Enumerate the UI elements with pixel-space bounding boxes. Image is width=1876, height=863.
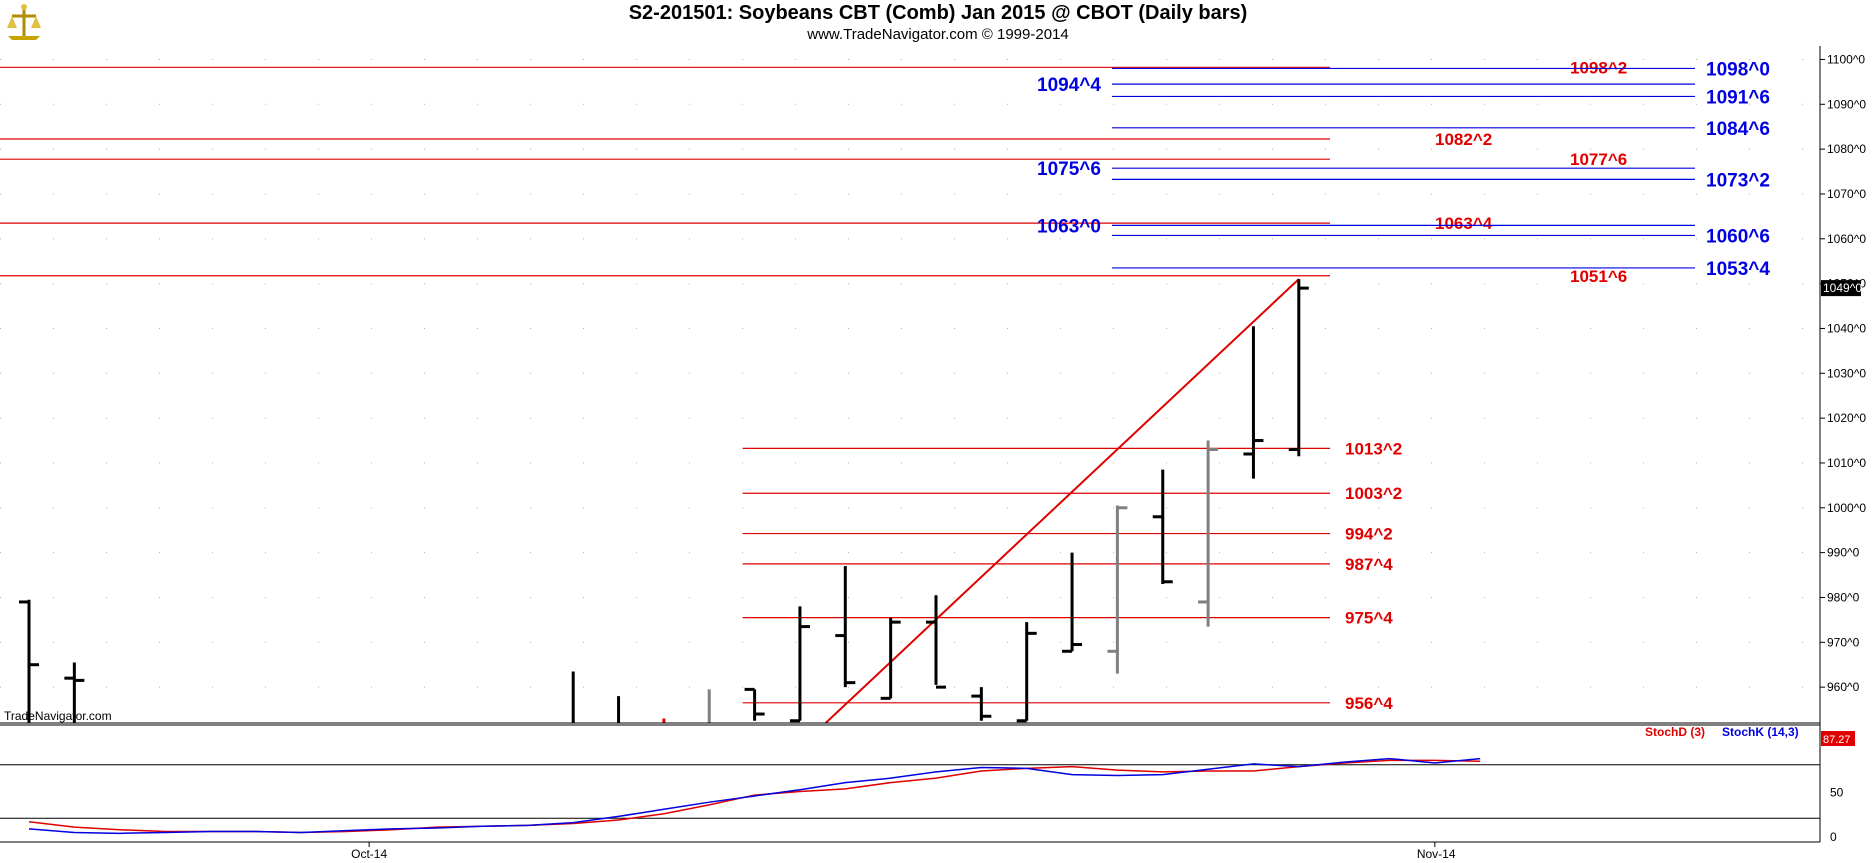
y-tick-label: 1040^0 [1827,321,1866,335]
price-panel: 1098^2 1082^2 1077^6 1063^4 1051^6 1013^2 1003… [0,58,1820,723]
red-level-label: 1003^2 [1345,484,1402,503]
blue-level-label: 1094^4 [1037,75,1101,96]
last-price-tag [1821,280,1861,297]
blue-level-label: 1091^6 [1706,87,1770,108]
chart-subtitle: www.TradeNavigator.com © 1999-2014 [807,26,1069,43]
stoch-series-line [28,757,1481,835]
red-level-label: 956^4 [1345,694,1393,713]
y-tick-label: 1090^0 [1827,97,1866,111]
y-tick-label: 1010^0 [1827,456,1866,470]
stoch-y-tick-label: 50 [1830,786,1844,800]
y-tick-label: 990^0 [1827,546,1860,560]
red-level-label: 987^4 [1345,555,1393,574]
blue-level-label: 1053^4 [1706,259,1770,280]
red-level-label: 1013^2 [1345,439,1402,458]
stoch-y-tick-label: 0 [1830,830,1837,844]
trade-navigator-logo-icon [7,4,41,40]
blue-level-label: 1060^6 [1706,226,1770,247]
y-tick-label: 1020^0 [1827,411,1866,425]
y-tick-label: 1030^0 [1827,366,1866,380]
watermark-text: TradeNavigator.com [4,709,112,723]
stoch-last-value: 87.27 [1823,734,1851,746]
chart-title: S2-201501: Soybeans CBT (Comb) Jan 2015 … [628,2,1248,24]
y-tick-label: 970^0 [1827,635,1860,649]
red-level-label: 994^2 [1345,525,1393,544]
red-level-label: 1098^2 [1570,58,1627,77]
blue-level-label: 1063^0 [1037,216,1101,237]
stochastic-panel: StochD (3) StochK (14,3) [0,725,1820,835]
red-level-label: 1051^6 [1570,267,1627,286]
x-tick-label: Nov-14 [1417,847,1456,861]
red-level-label: 1077^6 [1570,150,1627,169]
blue-level-label: 1073^2 [1706,170,1770,191]
red-level-label: 1082^2 [1435,130,1492,149]
axes-layer: 960^0 970^0 980^0 990^0 1000^0 1010^0 1020^0 10… [0,46,1866,861]
y-tick-label: 1080^0 [1827,142,1866,156]
y-tick-label: 960^0 [1827,680,1860,694]
red-level-label: 975^4 [1345,609,1393,628]
trendline [824,278,1300,723]
y-tick-label: 1060^0 [1827,232,1866,246]
red-level-label: 1063^4 [1435,214,1493,233]
blue-level-label: 1084^6 [1706,119,1770,140]
chart-header: S2-201501: Soybeans CBT (Comb) Jan 2015 … [0,0,1876,46]
y-tick-label: 980^0 [1827,590,1860,604]
blue-level-label: 1098^0 [1706,59,1770,80]
y-tick-label: 1000^0 [1827,501,1866,515]
x-tick-label: Oct-14 [351,847,387,861]
y-tick-label: 1070^0 [1827,187,1866,201]
blue-level-label: 1075^6 [1037,159,1101,180]
stoch-d-tag [1821,731,1855,746]
stoch-legend-d: StochD (3) [1645,725,1705,739]
stoch-legend-k: StochK (14,3) [1722,725,1799,739]
y-tick-label: 1100^0 [1827,52,1865,66]
last-price-text: 1049^0 [1823,281,1862,295]
